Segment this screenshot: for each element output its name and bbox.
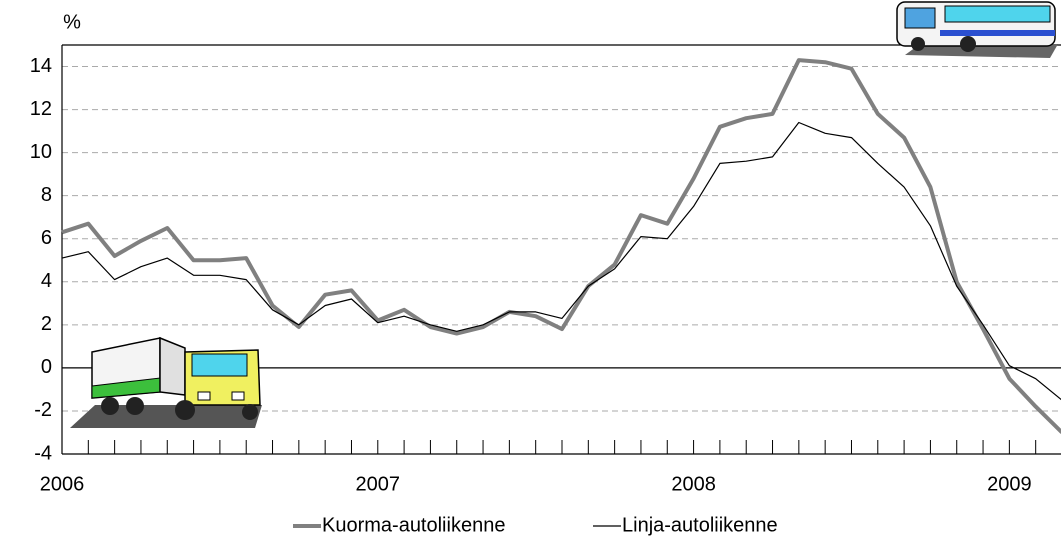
- y-tick-label: 12: [30, 98, 52, 120]
- y-axis-label: %: [63, 11, 81, 33]
- y-tick-label: 4: [41, 270, 52, 292]
- y-tick-label: -4: [34, 442, 52, 464]
- x-tick-label: 2007: [356, 473, 401, 495]
- legend-label: Linja-autoliikenne: [622, 514, 778, 536]
- bus-icon: [897, 2, 1058, 58]
- y-tick-label: 14: [30, 55, 52, 77]
- y-tick-label: 0: [41, 356, 52, 378]
- x-tick-label: 2008: [671, 473, 716, 495]
- y-tick-label: 8: [41, 184, 52, 206]
- chart: % -4 -2 0 2 4 6 8 10 12 14 2006 2007 2008 2009 Kuorma…: [0, 0, 1061, 540]
- x-tick-label: 2006: [40, 473, 85, 495]
- legend-label: Kuorma-autoliikenne: [322, 514, 505, 536]
- legend: Kuorma-autoliikenne Linja-autoliikenne: [293, 514, 778, 536]
- x-tick-label: 2009: [987, 473, 1032, 495]
- y-tick-label: 10: [30, 141, 52, 163]
- y-tick-label: 2: [41, 313, 52, 335]
- y-tick-label: 6: [41, 227, 52, 249]
- y-tick-label: -2: [34, 399, 52, 421]
- truck-icon: [70, 338, 262, 428]
